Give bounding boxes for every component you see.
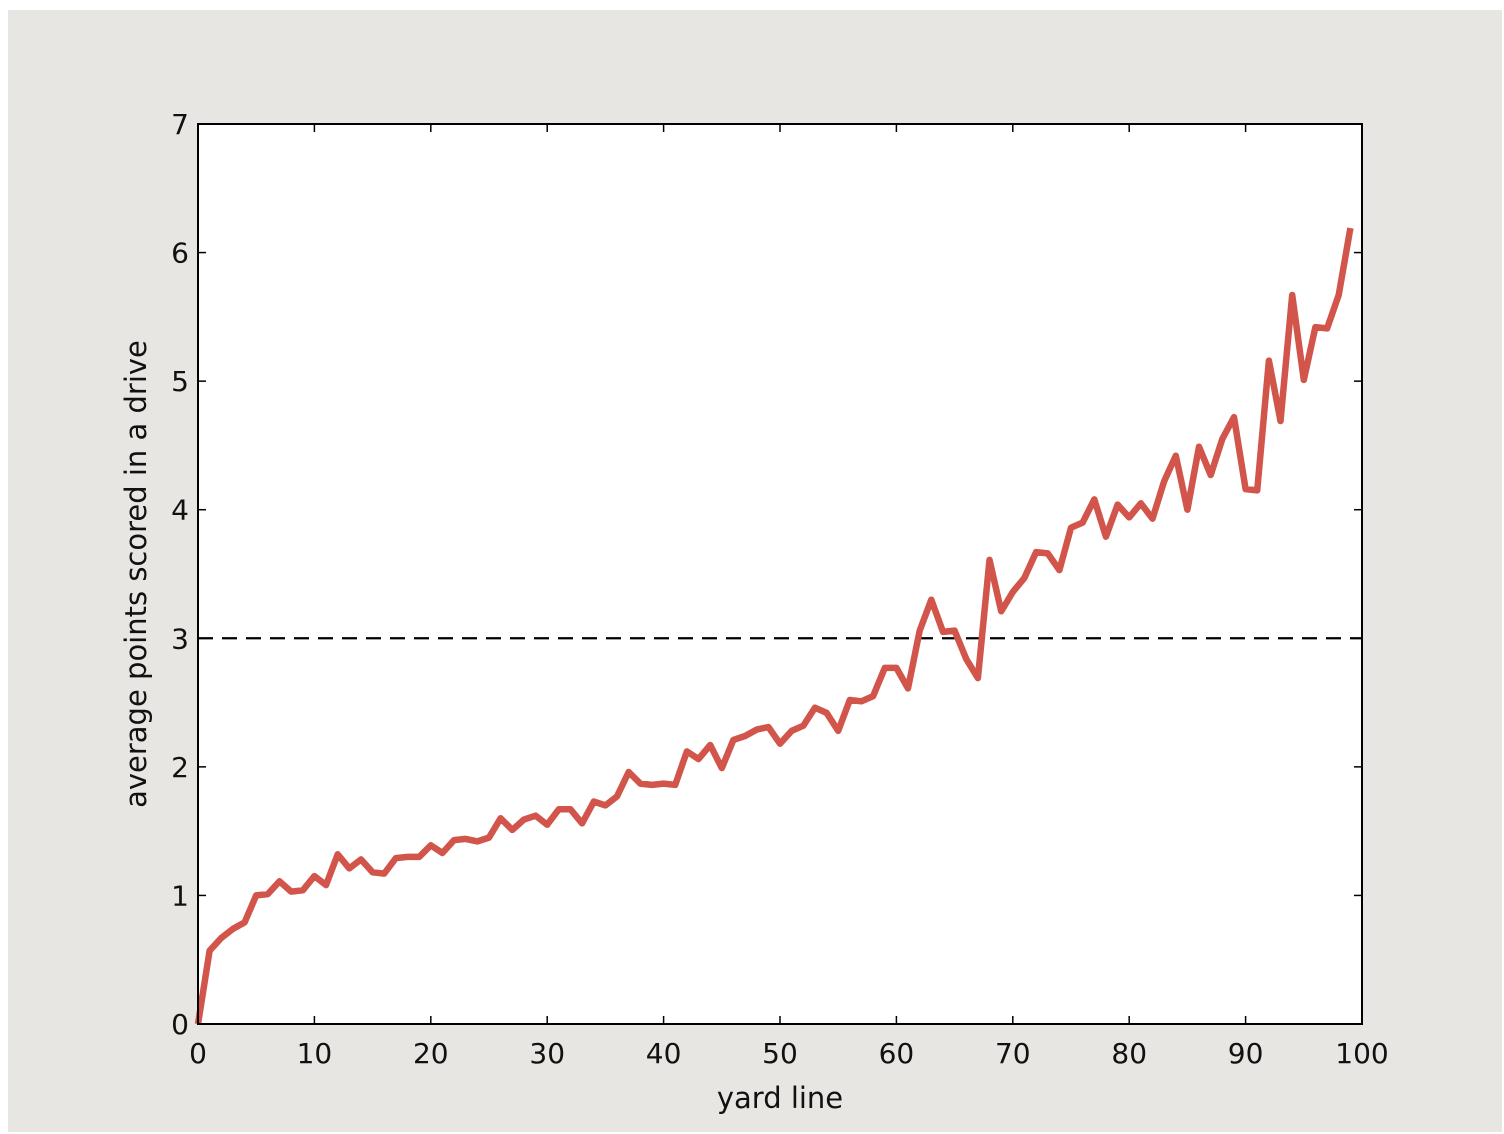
y-tick-label: 5	[171, 365, 189, 398]
x-tick-label: 50	[762, 1037, 798, 1070]
y-tick-label: 3	[171, 622, 189, 655]
y-tick-label: 0	[171, 1008, 189, 1041]
y-tick-label: 7	[171, 108, 189, 141]
line-chart: 0 10 20 30 40 50 60 70 80 90 100 0 1 2 3 4 5 6 7 yard lin…	[119, 108, 1389, 1115]
x-tick-label: 80	[1111, 1037, 1147, 1070]
x-tick-label: 70	[995, 1037, 1031, 1070]
series-line	[194, 227, 1354, 1025]
y-tick-label: 6	[171, 237, 189, 270]
x-tick-label: 0	[189, 1037, 207, 1070]
x-tick-label: 60	[879, 1037, 915, 1070]
y-tick-label: 1	[171, 879, 189, 912]
x-tick-label: 90	[1228, 1037, 1264, 1070]
figure-background: 0 10 20 30 40 50 60 70 80 90 100 0 1 2 3 4 5 6 7 yard lin…	[8, 10, 1502, 1132]
x-tick-label: 20	[413, 1037, 449, 1070]
x-tick-label: 30	[529, 1037, 565, 1070]
y-axis-title: average points scored in a drive	[119, 340, 153, 808]
x-axis-title: yard line	[717, 1081, 843, 1115]
plot-frame	[197, 123, 1363, 1025]
plot-area	[198, 124, 1362, 1024]
x-tick-label: 40	[646, 1037, 682, 1070]
y-tick-label: 4	[171, 494, 189, 527]
x-tick-label: 100	[1335, 1037, 1388, 1070]
x-tick-label: 10	[297, 1037, 333, 1070]
y-tick-label: 2	[171, 751, 189, 784]
x-tick-labels: 0 10 20 30 40 50 60 70 80 90 100	[189, 1037, 1389, 1070]
y-tick-labels: 0 1 2 3 4 5 6 7	[171, 108, 189, 1041]
